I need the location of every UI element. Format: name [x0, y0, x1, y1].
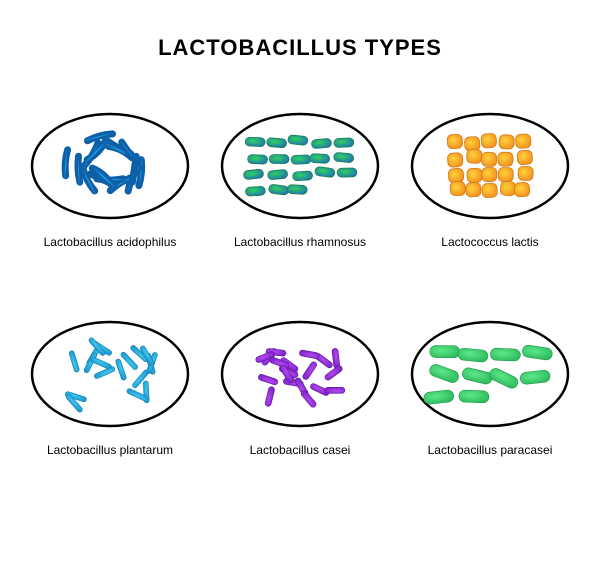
- petri-dish: [410, 319, 570, 429]
- petri-dish: [30, 319, 190, 429]
- bacteria-cell: Lactobacillus acidophilus: [25, 111, 195, 249]
- bacteria-cell: Lactobacillus casei: [215, 319, 385, 457]
- bacteria-grid: Lactobacillus acidophilus Lactobacillus …: [25, 111, 575, 457]
- bacteria-label: Lactobacillus rhamnosus: [234, 235, 366, 249]
- page-title: LACTOBACILLUS TYPES: [158, 35, 442, 61]
- petri-dish: [410, 111, 570, 221]
- bacteria-label: Lactobacillus plantarum: [47, 443, 173, 457]
- bacteria-label: Lactobacillus paracasei: [428, 443, 553, 457]
- bacteria-label: Lactobacillus casei: [250, 443, 351, 457]
- petri-dish: [220, 319, 380, 429]
- bacteria-cell: Lactobacillus plantarum: [25, 319, 195, 457]
- bacteria-label: Lactobacillus acidophilus: [44, 235, 177, 249]
- petri-dish: [30, 111, 190, 221]
- bacteria-label: Lactococcus lactis: [441, 235, 538, 249]
- bacteria-cell: Lactobacillus rhamnosus: [215, 111, 385, 249]
- bacteria-cell: Lactobacillus paracasei: [405, 319, 575, 457]
- bacteria-cell: Lactococcus lactis: [405, 111, 575, 249]
- petri-dish: [220, 111, 380, 221]
